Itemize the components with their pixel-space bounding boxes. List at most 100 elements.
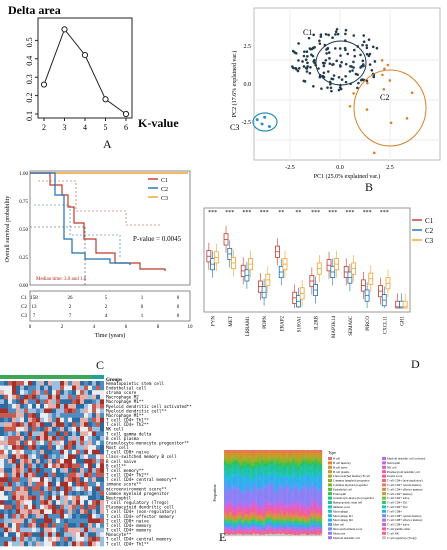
stacked-segment (320, 519, 323, 522)
stacked-segment (271, 501, 274, 503)
stacked-segment (277, 471, 280, 475)
heatmap-cell (24, 486, 28, 492)
heatmap-cell (92, 431, 96, 437)
stacked-segment (248, 462, 251, 465)
stacked-segment (273, 513, 275, 515)
category-label: PDPN (263, 316, 268, 329)
legend-label: C1 (161, 178, 168, 184)
legend-label: C3 (161, 196, 168, 202)
heatmap-cell (52, 463, 56, 469)
stacked-segment (258, 507, 261, 511)
heatmap-cell (64, 491, 68, 496)
stacked-segment (320, 514, 323, 517)
heatmap-cell (32, 426, 36, 432)
stacked-segment (248, 520, 251, 523)
data-point (40, 81, 48, 88)
stacked-segment (294, 509, 297, 512)
stacked-segment (266, 517, 269, 521)
heatmap-cell (96, 481, 100, 487)
stacked-segment (243, 517, 246, 520)
stacked-segment (240, 477, 243, 491)
significance-mark: *** (380, 210, 389, 216)
stacked-segment (251, 534, 254, 537)
c2-point (389, 121, 393, 125)
heatmap-cell (36, 413, 40, 418)
heatmap-cell (48, 500, 52, 506)
stacked-segment (281, 502, 283, 505)
heatmap-cell (24, 491, 28, 496)
c1-point (362, 40, 366, 43)
stacked-segment (235, 474, 238, 477)
stacked-segment (228, 503, 231, 506)
heatmap-cell (60, 513, 64, 519)
stacked-segment (269, 482, 272, 484)
heatmap-cell (80, 440, 84, 446)
stacked-segment (294, 520, 297, 523)
stacked-segment (320, 489, 323, 504)
stacked-segment (273, 505, 275, 508)
stacked-segment (318, 489, 321, 493)
stacked-segment (233, 505, 236, 509)
stacked-segment (302, 460, 305, 463)
stacked-segment (310, 517, 313, 520)
stacked-segment (261, 534, 264, 537)
stacked-segment (294, 475, 297, 477)
heatmap-cell (84, 390, 88, 396)
stacked-segment (284, 464, 287, 468)
stacked-segment (225, 474, 228, 481)
stacked-segment (312, 476, 315, 478)
stacked-segment (300, 506, 303, 508)
stacked-segment (320, 459, 323, 462)
stacked-segment (318, 503, 321, 506)
stacked-segment (297, 453, 300, 456)
significance-mark: ** (278, 210, 284, 216)
c2-point (366, 81, 369, 85)
stacked-segment (258, 511, 261, 514)
stacked-segment (273, 459, 275, 461)
stacked-segment (304, 475, 306, 477)
stacked-segment (287, 524, 290, 527)
heatmap-cell (44, 468, 48, 473)
heatmap-cell (80, 458, 84, 464)
heatmap-cell (56, 518, 60, 524)
heatmap-cell (28, 541, 32, 547)
stacked-segment (245, 520, 248, 522)
heatmap-cell (0, 472, 4, 478)
heatmap-cell (48, 527, 52, 533)
heatmap-cell (40, 481, 44, 487)
stacked-segment (304, 456, 306, 458)
stacked-segment (256, 517, 259, 519)
stacked-segment (273, 460, 275, 462)
legend-swatch (382, 518, 386, 522)
stacked-segment (304, 452, 306, 455)
stacked-segment (233, 459, 236, 461)
stacked-segment (248, 450, 251, 452)
stacked-segment (241, 460, 244, 463)
heatmap-cell (28, 449, 32, 455)
stacked-segment (287, 515, 290, 517)
heatmap-cell (80, 381, 84, 386)
stacked-segment (313, 458, 316, 461)
stacked-segment (299, 523, 301, 526)
stacked-segment (295, 502, 298, 504)
stacked-segment (286, 465, 288, 468)
stacked-segment (299, 511, 301, 513)
heatmap-cell (28, 422, 32, 428)
stacked-segment (320, 473, 323, 475)
stacked-segment (225, 482, 228, 486)
stacked-segment (277, 502, 280, 504)
stacked-segment (253, 477, 256, 480)
heatmap-cell (84, 440, 88, 446)
heatmap-cell (12, 472, 16, 478)
stacked-segment (305, 519, 308, 522)
heatmap-cell (28, 385, 32, 391)
stacked-segment (304, 529, 306, 532)
stacked-segment (276, 459, 279, 462)
heatmap-cell (40, 491, 44, 496)
stacked-segment (305, 465, 308, 472)
stacked-segment (294, 450, 297, 452)
stacked-segment (261, 453, 264, 455)
legend-swatch (382, 514, 386, 518)
stacked-segment (250, 534, 252, 537)
heatmap-cell (12, 431, 16, 437)
